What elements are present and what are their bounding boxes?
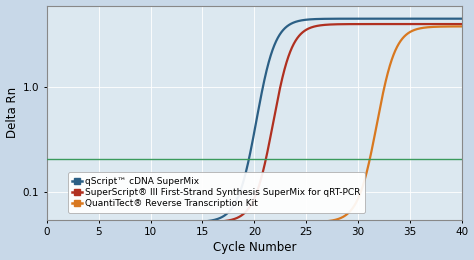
QuantiTect® Reverse Transcription Kit bbox=[459, 25, 465, 28]
qScript™ cDNA SuperMix bbox=[44, 221, 50, 224]
qScript™ cDNA SuperMix bbox=[447, 17, 452, 20]
QuantiTect® Reverse Transcription Kit bbox=[219, 221, 224, 224]
SuperScript® III First-Strand Synthesis SuperMix for qRT-PCR bbox=[459, 23, 465, 26]
SuperScript® III First-Strand Synthesis SuperMix for qRT-PCR bbox=[447, 23, 452, 26]
Y-axis label: Delta Rn: Delta Rn bbox=[6, 87, 18, 138]
qScript™ cDNA SuperMix bbox=[346, 17, 351, 20]
X-axis label: Cycle Number: Cycle Number bbox=[213, 242, 296, 255]
SuperScript® III First-Strand Synthesis SuperMix for qRT-PCR bbox=[222, 219, 228, 223]
Line: qScript™ cDNA SuperMix: qScript™ cDNA SuperMix bbox=[47, 19, 462, 222]
QuantiTect® Reverse Transcription Kit bbox=[447, 25, 452, 28]
QuantiTect® Reverse Transcription Kit bbox=[241, 221, 247, 224]
SuperScript® III First-Strand Synthesis SuperMix for qRT-PCR bbox=[426, 23, 431, 26]
Legend: qScript™ cDNA SuperMix, SuperScript® III First-Strand Synthesis SuperMix for qRT: qScript™ cDNA SuperMix, SuperScript® III… bbox=[68, 172, 365, 213]
SuperScript® III First-Strand Synthesis SuperMix for qRT-PCR bbox=[219, 220, 224, 223]
SuperScript® III First-Strand Synthesis SuperMix for qRT-PCR bbox=[241, 212, 247, 215]
QuantiTect® Reverse Transcription Kit bbox=[44, 221, 50, 224]
Line: SuperScript® III First-Strand Synthesis SuperMix for qRT-PCR: SuperScript® III First-Strand Synthesis … bbox=[47, 24, 462, 222]
QuantiTect® Reverse Transcription Kit bbox=[222, 221, 228, 224]
Line: QuantiTect® Reverse Transcription Kit: QuantiTect® Reverse Transcription Kit bbox=[47, 27, 462, 222]
qScript™ cDNA SuperMix bbox=[459, 17, 465, 20]
qScript™ cDNA SuperMix bbox=[222, 214, 228, 217]
SuperScript® III First-Strand Synthesis SuperMix for qRT-PCR bbox=[346, 23, 351, 26]
qScript™ cDNA SuperMix bbox=[241, 178, 247, 181]
SuperScript® III First-Strand Synthesis SuperMix for qRT-PCR bbox=[44, 221, 50, 224]
qScript™ cDNA SuperMix bbox=[219, 216, 224, 219]
qScript™ cDNA SuperMix bbox=[426, 17, 431, 20]
QuantiTect® Reverse Transcription Kit bbox=[426, 26, 431, 29]
QuantiTect® Reverse Transcription Kit bbox=[346, 211, 351, 214]
